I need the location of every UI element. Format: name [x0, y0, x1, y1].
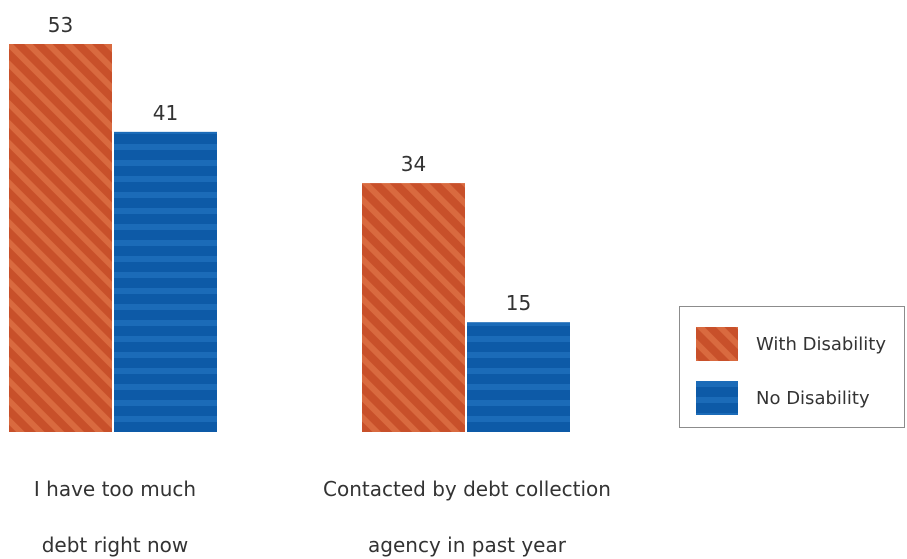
- legend-label-no-disability: No Disability: [756, 387, 870, 409]
- legend-swatch-no-disability: [696, 381, 738, 415]
- value-label-2-2: 15: [506, 291, 531, 315]
- legend: With Disability No Disability: [679, 306, 905, 428]
- legend-item-with-disability: With Disability: [696, 327, 886, 361]
- category-label-1: I have too much debt right now: [33, 477, 197, 557]
- value-label-2-1: 34: [401, 152, 426, 176]
- legend-label-with-disability: With Disability: [756, 333, 886, 355]
- category-label-2: Contacted by debt collection agency in p…: [323, 477, 611, 557]
- legend-swatch-with-disability: [696, 327, 738, 361]
- bar-chart: 53 41 34 15: [9, 13, 570, 432]
- value-label-1-2: 41: [153, 101, 178, 125]
- legend-item-no-disability: No Disability: [696, 381, 870, 415]
- bar-1-blue: [114, 131, 217, 432]
- value-label-1-1: 53: [48, 13, 73, 37]
- bar-1-orange: [9, 44, 112, 432]
- chart-plot: 53 41 34 15: [9, 13, 570, 432]
- bar-2-orange: [362, 183, 465, 432]
- bar-2-blue: [467, 322, 570, 432]
